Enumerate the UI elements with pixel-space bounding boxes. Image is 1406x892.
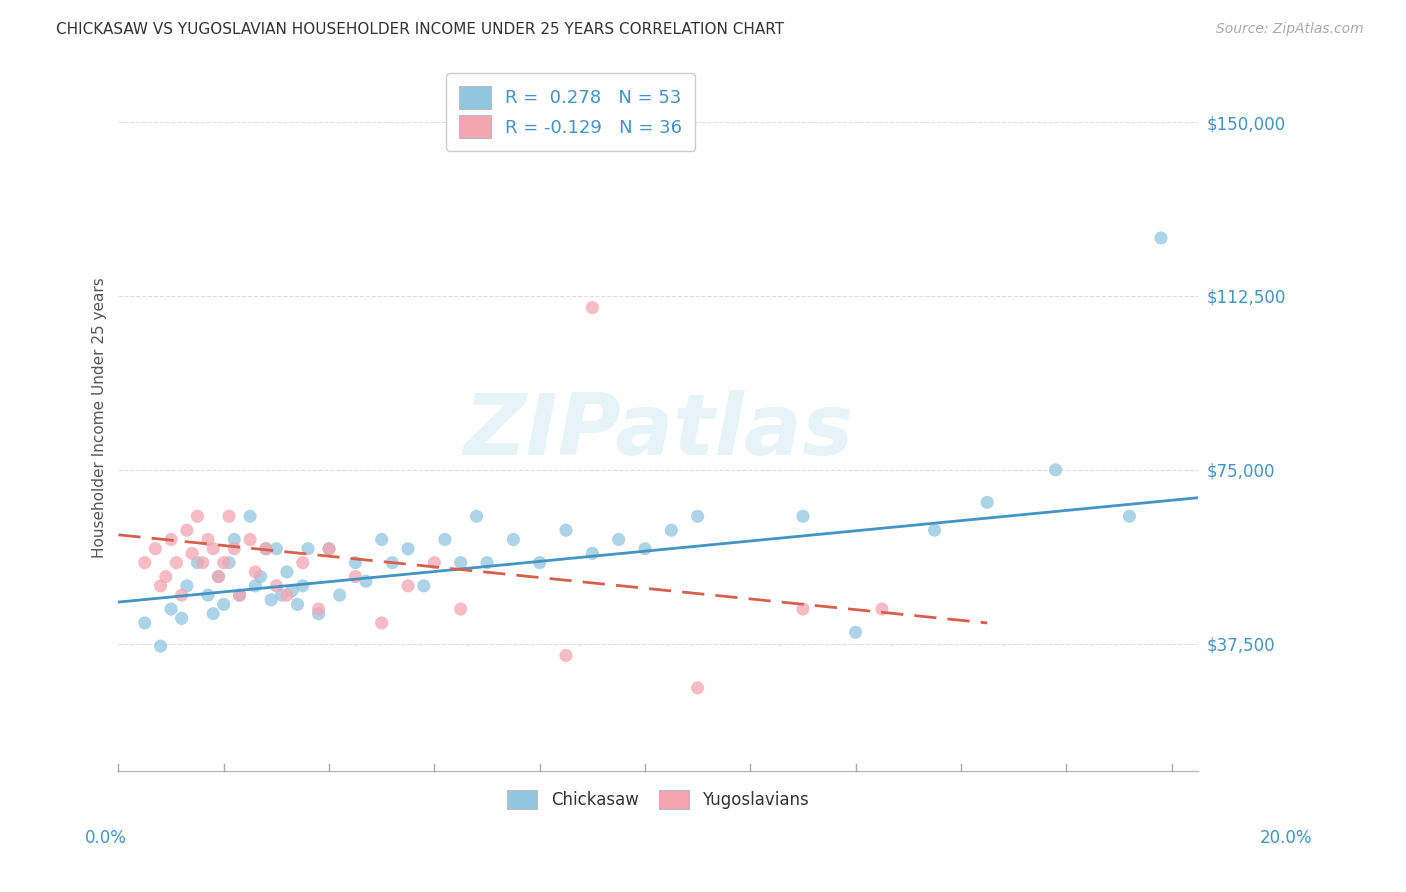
Text: ZIPatlas: ZIPatlas bbox=[463, 391, 853, 474]
Point bbox=[502, 533, 524, 547]
Point bbox=[318, 541, 340, 556]
Point bbox=[450, 602, 472, 616]
Point bbox=[218, 509, 240, 524]
Point bbox=[465, 509, 488, 524]
Point bbox=[176, 523, 198, 537]
Point bbox=[555, 648, 578, 663]
Point bbox=[170, 611, 193, 625]
Point bbox=[239, 509, 262, 524]
Point bbox=[354, 574, 377, 589]
Point bbox=[202, 541, 225, 556]
Point bbox=[197, 588, 219, 602]
Point bbox=[529, 556, 551, 570]
Point bbox=[270, 588, 292, 602]
Point bbox=[224, 533, 246, 547]
Point bbox=[186, 556, 208, 570]
Point bbox=[134, 556, 156, 570]
Point bbox=[450, 556, 472, 570]
Point bbox=[134, 615, 156, 630]
Point bbox=[318, 541, 340, 556]
Point bbox=[149, 579, 172, 593]
Point bbox=[245, 579, 267, 593]
Point bbox=[555, 523, 578, 537]
Point bbox=[266, 541, 288, 556]
Point bbox=[1150, 231, 1173, 245]
Point bbox=[659, 523, 682, 537]
Point bbox=[224, 541, 246, 556]
Point bbox=[281, 583, 304, 598]
Point bbox=[160, 533, 183, 547]
Point bbox=[308, 602, 330, 616]
Point bbox=[396, 541, 419, 556]
Point bbox=[607, 533, 630, 547]
Point bbox=[160, 602, 183, 616]
Point bbox=[245, 565, 267, 579]
Point bbox=[308, 607, 330, 621]
Point bbox=[254, 541, 277, 556]
Point bbox=[170, 588, 193, 602]
Point bbox=[207, 569, 229, 583]
Point bbox=[370, 533, 392, 547]
Point bbox=[143, 541, 166, 556]
Point bbox=[212, 556, 235, 570]
Point bbox=[297, 541, 319, 556]
Point bbox=[165, 556, 187, 570]
Point bbox=[155, 569, 177, 583]
Point bbox=[634, 541, 657, 556]
Point bbox=[381, 556, 404, 570]
Point bbox=[870, 602, 893, 616]
Point bbox=[344, 569, 367, 583]
Point bbox=[686, 509, 709, 524]
Point bbox=[149, 639, 172, 653]
Point bbox=[191, 556, 214, 570]
Point bbox=[291, 579, 314, 593]
Text: 20.0%: 20.0% bbox=[1260, 829, 1313, 847]
Point bbox=[239, 533, 262, 547]
Point bbox=[276, 588, 298, 602]
Point bbox=[207, 569, 229, 583]
Point bbox=[433, 533, 456, 547]
Point bbox=[176, 579, 198, 593]
Point bbox=[1118, 509, 1140, 524]
Point bbox=[218, 556, 240, 570]
Point bbox=[581, 546, 603, 560]
Point bbox=[396, 579, 419, 593]
Point bbox=[1045, 463, 1067, 477]
Point bbox=[423, 556, 446, 570]
Point bbox=[329, 588, 352, 602]
Point bbox=[924, 523, 946, 537]
Point bbox=[228, 588, 250, 602]
Point bbox=[212, 598, 235, 612]
Point bbox=[845, 625, 868, 640]
Point bbox=[475, 556, 498, 570]
Text: CHICKASAW VS YUGOSLAVIAN HOUSEHOLDER INCOME UNDER 25 YEARS CORRELATION CHART: CHICKASAW VS YUGOSLAVIAN HOUSEHOLDER INC… bbox=[56, 22, 785, 37]
Text: 0.0%: 0.0% bbox=[84, 829, 127, 847]
Point bbox=[197, 533, 219, 547]
Point bbox=[266, 579, 288, 593]
Point bbox=[287, 598, 309, 612]
Point bbox=[291, 556, 314, 570]
Text: Source: ZipAtlas.com: Source: ZipAtlas.com bbox=[1216, 22, 1364, 37]
Point bbox=[276, 565, 298, 579]
Point bbox=[581, 301, 603, 315]
Point bbox=[792, 602, 814, 616]
Point bbox=[260, 592, 283, 607]
Point bbox=[792, 509, 814, 524]
Point bbox=[412, 579, 434, 593]
Legend: Chickasaw, Yugoslavians: Chickasaw, Yugoslavians bbox=[501, 783, 815, 816]
Point bbox=[181, 546, 204, 560]
Point bbox=[202, 607, 225, 621]
Point bbox=[686, 681, 709, 695]
Point bbox=[186, 509, 208, 524]
Point bbox=[254, 541, 277, 556]
Point bbox=[344, 556, 367, 570]
Point bbox=[228, 588, 250, 602]
Y-axis label: Householder Income Under 25 years: Householder Income Under 25 years bbox=[93, 277, 107, 558]
Point bbox=[249, 569, 271, 583]
Point bbox=[370, 615, 392, 630]
Point bbox=[976, 495, 998, 509]
